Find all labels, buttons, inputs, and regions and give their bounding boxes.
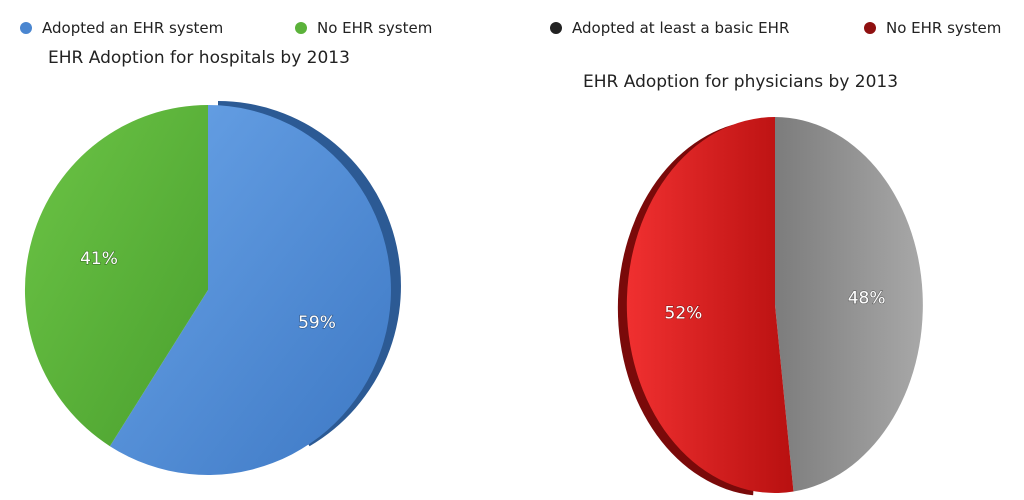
legend-label-no-ehr: No EHR system [317, 19, 432, 37]
pie-physicians: 48% 52% [617, 116, 923, 496]
data-label-no-ehr: 41% [80, 249, 118, 269]
legend-marker-basic-ehr [550, 22, 562, 34]
pie-slice-no-ehr-physicians [626, 116, 794, 493]
chart-title-hospitals: EHR Adoption for hospitals by 2013 [48, 48, 350, 68]
pie-slice-adopted-ehr [109, 105, 391, 475]
legend-marker-no-ehr [295, 22, 307, 34]
pie-slice-basic-ehr [775, 117, 923, 492]
legend-hospitals: Adopted an EHR system No EHR system [20, 19, 432, 37]
legend-marker-adopted-ehr [20, 22, 32, 34]
data-label-no-ehr-physicians: 52% [665, 303, 703, 323]
legend-label-basic-ehr: Adopted at least a basic EHR [572, 19, 789, 37]
data-label-adopted-ehr: 59% [298, 313, 336, 333]
chart-title-physicians: EHR Adoption for physicians by 2013 [583, 72, 898, 92]
legend-label-adopted-ehr: Adopted an EHR system [42, 19, 223, 37]
legend-marker-no-ehr-physicians [864, 22, 876, 34]
data-label-basic-ehr: 48% [848, 289, 886, 309]
legend-label-no-ehr-physicians: No EHR system [886, 19, 1001, 37]
pie-slice-no-ehr [24, 104, 209, 447]
legend-physicians: Adopted at least a basic EHR No EHR syst… [550, 19, 1001, 37]
pie-hospitals: 59% 41% [24, 101, 401, 475]
